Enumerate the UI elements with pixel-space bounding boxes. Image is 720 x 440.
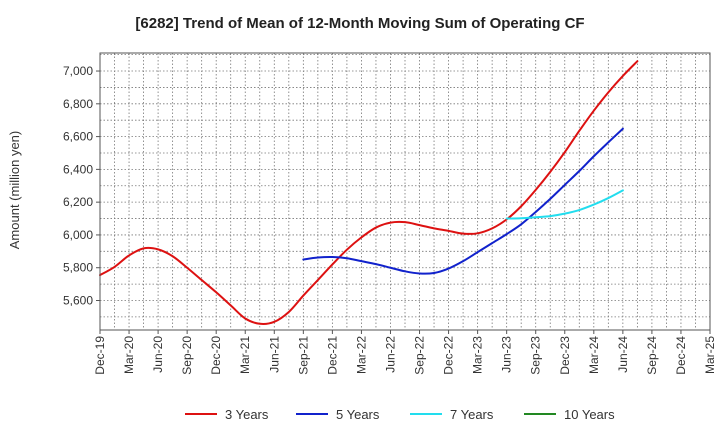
x-tick-label: Dec-19	[93, 336, 107, 375]
plot-frame	[99, 52, 711, 331]
x-tick-label: Sep-24	[645, 336, 659, 375]
series-line-3-years	[99, 60, 639, 325]
x-tick-label: Jun-21	[267, 336, 281, 373]
x-tick-label: Jun-24	[616, 336, 630, 373]
y-tick-label: 6,000	[63, 228, 93, 242]
y-tick-label: 6,200	[63, 195, 93, 209]
y-tick-label: 5,600	[63, 293, 93, 307]
x-tick-label: Mar-21	[238, 336, 252, 374]
x-tick-label: Dec-21	[325, 336, 339, 375]
y-tick-label: 7,000	[63, 64, 93, 78]
series-line-7-years	[505, 189, 624, 220]
x-tick-label: Mar-23	[471, 336, 485, 374]
y-tick-label: 6,800	[63, 97, 93, 111]
series-lines	[99, 60, 639, 325]
y-tick-label: 6,400	[63, 162, 93, 176]
x-tick-label: Mar-24	[587, 336, 601, 374]
chart-title: [6282] Trend of Mean of 12-Month Moving …	[135, 15, 584, 32]
x-tick-label: Mar-22	[354, 336, 368, 374]
x-axis-ticks: Dec-19 Mar-20 Jun-20 Sep-20 Dec-20 Mar-21 Jun-…	[93, 330, 717, 375]
legend: 3 Years 5 Years 7 Years 10 Years	[185, 407, 615, 422]
y-tick-label: 5,800	[63, 261, 93, 275]
x-tick-label: Dec-24	[674, 336, 688, 375]
x-tick-label: Jun-22	[383, 336, 397, 373]
legend-label-7-years: 7 Years	[450, 407, 494, 422]
x-tick-label: Mar-25	[703, 336, 717, 374]
x-tick-label: Jun-20	[151, 336, 165, 373]
x-tick-label: Dec-23	[558, 336, 572, 375]
y-axis-label: Amount (million yen)	[7, 131, 22, 250]
y-axis-ticks: 5,600 5,800 6,000 6,200 6,400 6,600 6,800 7,000	[63, 64, 100, 307]
horizontal-gridlines	[100, 54, 710, 318]
vertical-gridlines	[114, 53, 696, 330]
x-tick-label: Sep-22	[413, 336, 427, 375]
x-tick-label: Dec-22	[442, 336, 456, 375]
x-tick-label: Sep-20	[180, 336, 194, 375]
series-line-5-years	[302, 127, 624, 275]
legend-label-3-years: 3 Years	[225, 407, 269, 422]
x-tick-label: Sep-21	[296, 336, 310, 375]
x-tick-label: Dec-20	[209, 336, 223, 375]
x-tick-label: Jun-23	[500, 336, 514, 373]
y-tick-label: 6,600	[63, 130, 93, 144]
x-tick-label: Sep-23	[529, 336, 543, 375]
legend-label-5-years: 5 Years	[336, 407, 380, 422]
legend-label-10-years: 10 Years	[564, 407, 615, 422]
x-tick-label: Mar-20	[122, 336, 136, 374]
